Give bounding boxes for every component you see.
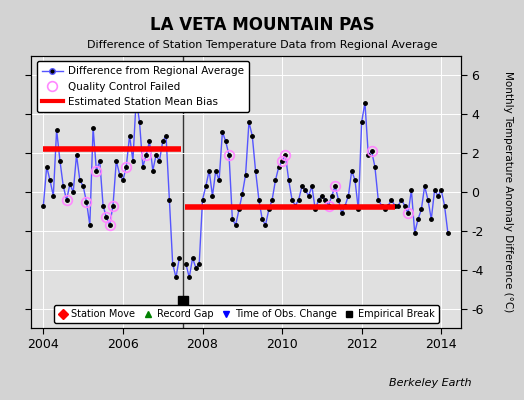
Text: Difference of Station Temperature Data from Regional Average: Difference of Station Temperature Data f… bbox=[87, 40, 437, 50]
Text: LA VETA MOUNTAIN PAS: LA VETA MOUNTAIN PAS bbox=[150, 16, 374, 34]
Legend: Station Move, Record Gap, Time of Obs. Change, Empirical Break: Station Move, Record Gap, Time of Obs. C… bbox=[54, 305, 439, 323]
Text: Berkeley Earth: Berkeley Earth bbox=[389, 378, 472, 388]
Y-axis label: Monthly Temperature Anomaly Difference (°C): Monthly Temperature Anomaly Difference (… bbox=[504, 71, 514, 313]
